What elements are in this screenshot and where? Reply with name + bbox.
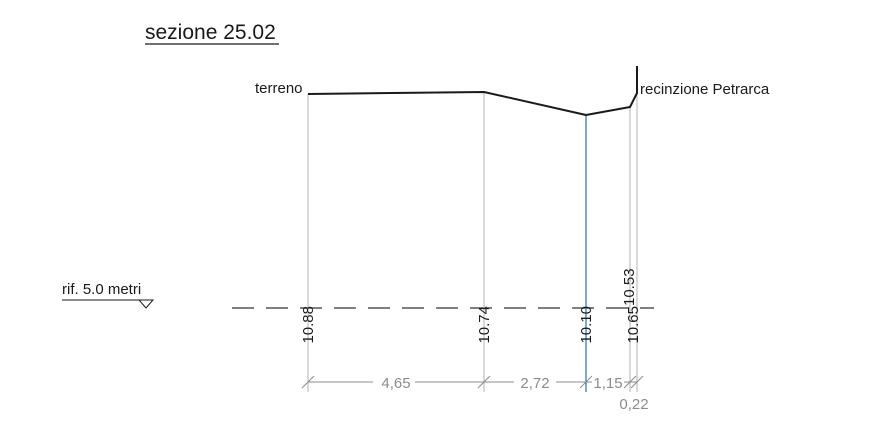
dimension-tick-fence bbox=[630, 375, 644, 389]
dimension-mask-d2 bbox=[514, 373, 556, 391]
distance-label-d1: 4,65 bbox=[381, 375, 410, 392]
dimension-tick-p4 bbox=[623, 375, 637, 389]
distance-label-d2: 2,72 bbox=[520, 375, 549, 392]
ground-label: terreno bbox=[255, 80, 303, 97]
elevation-label-p4: 10.65 bbox=[625, 306, 642, 344]
dimension-mask-d3 bbox=[592, 373, 624, 391]
distance-label-d4: 0,22 bbox=[619, 396, 648, 413]
reference-label: rif. 5.0 metri bbox=[62, 281, 141, 298]
dimension-tick-p1 bbox=[301, 375, 315, 389]
reference-marker-icon bbox=[137, 299, 155, 309]
elevation-label-p3: 10.10 bbox=[578, 306, 595, 344]
dimension-tick-p3 bbox=[579, 375, 593, 389]
ground-profile-line bbox=[307, 66, 638, 116]
distance-label-d3: 1,15 bbox=[593, 375, 622, 392]
elevation-label-fence: 10.53 bbox=[621, 268, 638, 306]
dimension-mask-d1 bbox=[373, 373, 415, 391]
fence-label: recinzione Petrarca bbox=[640, 81, 770, 98]
dimension-tick-p2 bbox=[477, 375, 491, 389]
elevation-label-p2: 10.74 bbox=[476, 306, 493, 344]
elevation-label-p1: 10.88 bbox=[300, 306, 317, 344]
section-title: sezione 25.02 bbox=[145, 21, 276, 44]
